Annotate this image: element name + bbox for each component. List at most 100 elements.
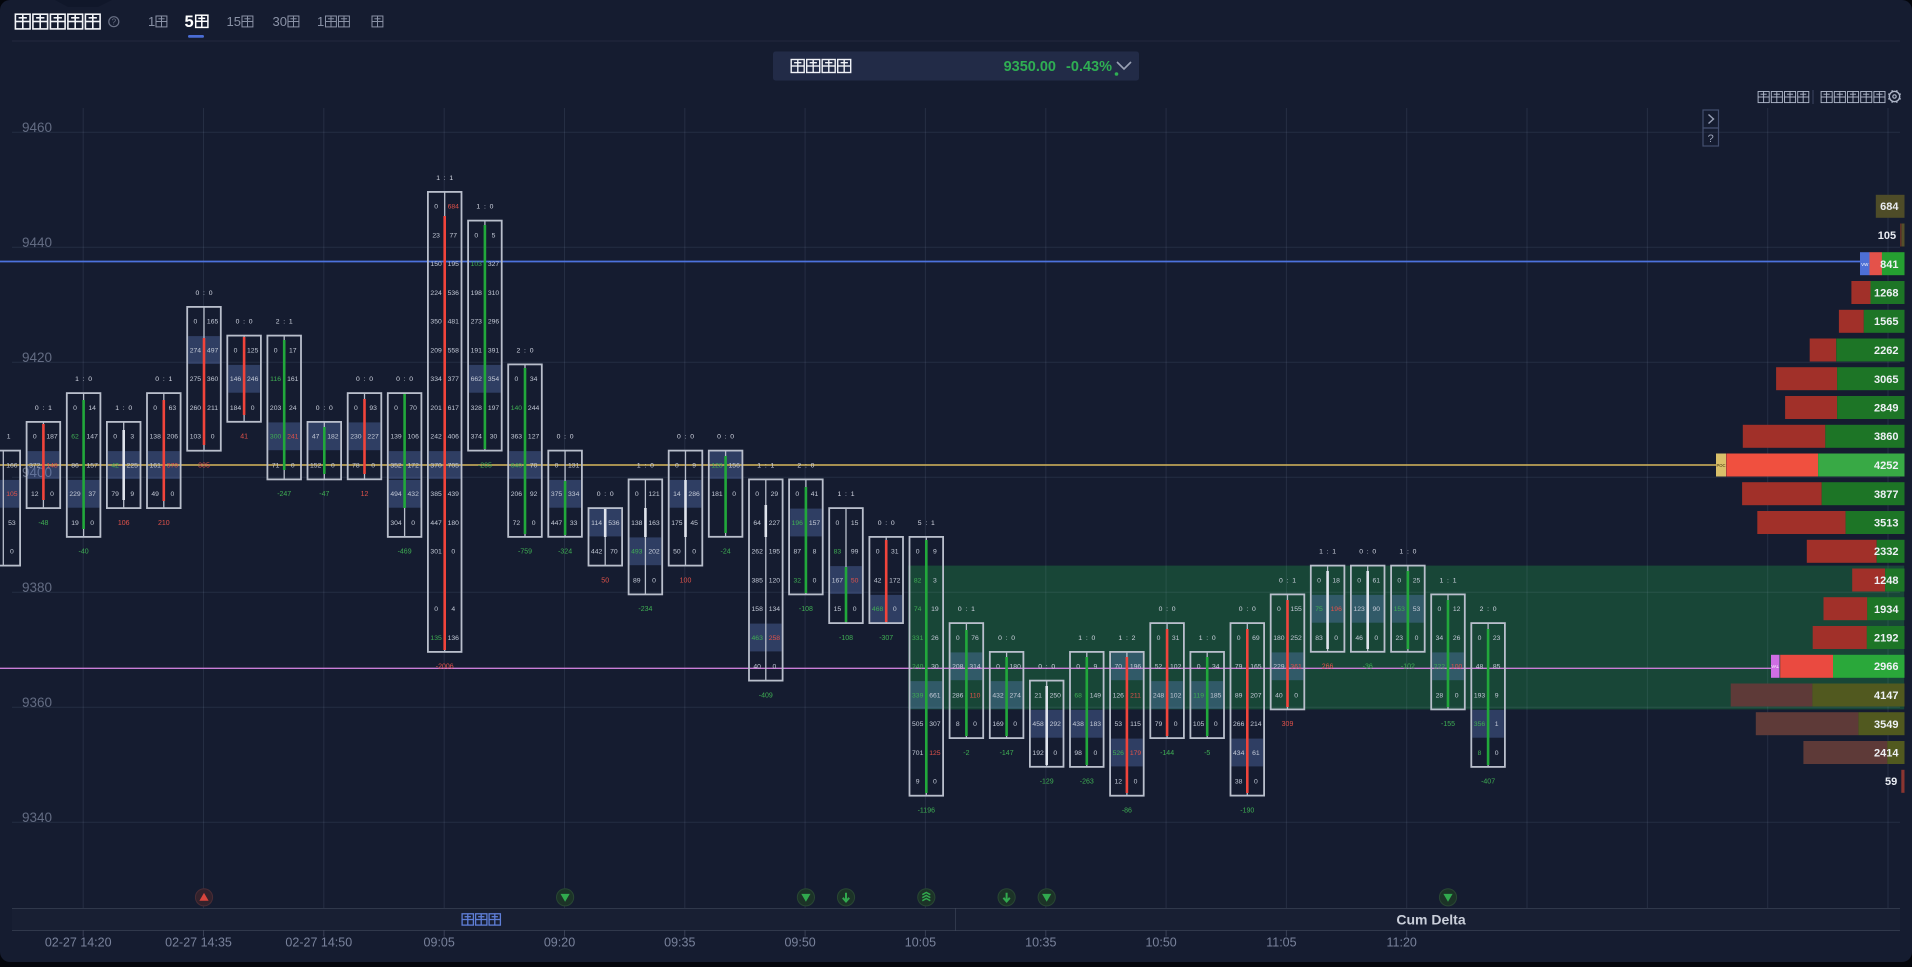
svg-text:102: 102	[1170, 692, 1182, 699]
svg-text:172: 172	[889, 577, 901, 584]
svg-text:0 : 0: 0 : 0	[396, 376, 413, 383]
svg-text:4147: 4147	[1874, 690, 1898, 702]
svg-text:131: 131	[568, 462, 580, 469]
svg-text:77: 77	[450, 232, 458, 239]
svg-text:115: 115	[1130, 721, 1141, 728]
svg-text:53: 53	[1413, 606, 1421, 613]
svg-text:-469: -469	[398, 549, 412, 556]
svg-text:93: 93	[369, 405, 377, 412]
svg-text:224: 224	[430, 290, 442, 297]
svg-text:185: 185	[1210, 692, 1222, 699]
svg-text:0: 0	[1053, 750, 1057, 757]
svg-text:193: 193	[1474, 692, 1486, 699]
svg-text:138: 138	[150, 434, 162, 441]
svg-text:0: 0	[50, 491, 54, 498]
svg-text:497: 497	[207, 347, 219, 354]
svg-text:-144: -144	[1160, 750, 1174, 757]
svg-text:227: 227	[769, 520, 781, 527]
svg-text:458: 458	[1032, 721, 1044, 728]
svg-text:119: 119	[1193, 692, 1204, 699]
svg-text:442: 442	[591, 549, 603, 556]
svg-text:361: 361	[1290, 664, 1302, 671]
svg-text:161: 161	[150, 462, 162, 469]
svg-text:225: 225	[127, 462, 139, 469]
svg-text:0: 0	[1478, 635, 1482, 642]
svg-text:79: 79	[1155, 721, 1163, 728]
svg-text:191: 191	[471, 347, 483, 354]
svg-text:12: 12	[31, 491, 39, 498]
svg-text:53: 53	[8, 520, 16, 527]
svg-text:0: 0	[532, 520, 536, 527]
svg-text:46: 46	[1355, 635, 1363, 642]
svg-text:493: 493	[631, 549, 643, 556]
svg-text:1 : 0: 1 : 0	[115, 405, 132, 412]
svg-text:0: 0	[1157, 635, 1161, 642]
svg-text:31: 31	[891, 549, 899, 556]
svg-text:266: 266	[1233, 721, 1245, 728]
svg-text:9420: 9420	[22, 350, 52, 365]
svg-text:3: 3	[130, 434, 134, 441]
svg-text:339: 339	[912, 692, 924, 699]
svg-text:0: 0	[73, 405, 77, 412]
svg-text:?: ?	[112, 18, 117, 27]
svg-text:300: 300	[270, 434, 282, 441]
svg-text:21: 21	[1034, 692, 1042, 699]
svg-text:26: 26	[1453, 635, 1461, 642]
svg-text:19: 19	[931, 606, 939, 613]
svg-text:262: 262	[752, 549, 764, 556]
svg-text:0: 0	[1357, 577, 1361, 584]
svg-text:125: 125	[929, 750, 941, 757]
svg-text:301: 301	[430, 549, 442, 556]
svg-text:135: 135	[430, 635, 442, 642]
svg-text:0: 0	[113, 434, 117, 441]
svg-text:61: 61	[1373, 577, 1381, 584]
svg-text:2 : 0: 2 : 0	[1480, 606, 1497, 613]
svg-text:9440: 9440	[22, 235, 52, 250]
svg-text:68: 68	[1074, 692, 1082, 699]
svg-text:8: 8	[813, 549, 817, 556]
svg-text:0: 0	[635, 491, 639, 498]
svg-text:207: 207	[1250, 692, 1262, 699]
svg-text:106: 106	[118, 520, 130, 527]
svg-text:-234: -234	[638, 606, 652, 613]
svg-text:79: 79	[1235, 664, 1243, 671]
svg-text:-324: -324	[558, 549, 572, 556]
svg-text:434: 434	[1233, 750, 1245, 757]
svg-text:481: 481	[448, 319, 460, 326]
svg-text:684: 684	[1880, 201, 1899, 213]
svg-text:526: 526	[1113, 750, 1125, 757]
svg-text:0: 0	[1374, 635, 1378, 642]
svg-text:0: 0	[1134, 779, 1138, 786]
svg-text:48: 48	[1476, 664, 1484, 671]
svg-text:41: 41	[240, 434, 248, 441]
svg-text:841: 841	[1880, 259, 1898, 271]
svg-text:0: 0	[853, 606, 857, 613]
svg-text:105: 105	[1193, 721, 1205, 728]
svg-text:0 : 0: 0 : 0	[878, 520, 895, 527]
svg-text:310: 310	[488, 290, 500, 297]
svg-text:0: 0	[555, 462, 559, 469]
svg-text:134: 134	[769, 606, 781, 613]
svg-text:0 : 0: 0 : 0	[316, 405, 333, 412]
svg-text:23: 23	[432, 232, 440, 239]
svg-text:0: 0	[90, 520, 94, 527]
svg-text:701: 701	[912, 750, 924, 757]
svg-text:-1196: -1196	[918, 807, 935, 814]
svg-text:210: 210	[158, 520, 170, 527]
svg-text:38: 38	[1235, 779, 1243, 786]
svg-text:63: 63	[169, 405, 177, 412]
svg-text:-108: -108	[799, 606, 813, 613]
svg-text:10:05: 10:05	[905, 936, 936, 950]
svg-text:195: 195	[769, 549, 781, 556]
svg-text:203: 203	[270, 405, 282, 412]
svg-text:0: 0	[1455, 692, 1459, 699]
svg-text:0: 0	[371, 462, 375, 469]
svg-text:558: 558	[448, 347, 460, 354]
svg-text:-5: -5	[1204, 750, 1210, 757]
svg-text:2414: 2414	[1874, 748, 1899, 760]
svg-text:1 : 1: 1 : 1	[757, 462, 774, 469]
svg-text:89: 89	[633, 577, 641, 584]
svg-text:286: 286	[952, 692, 964, 699]
svg-text:2262: 2262	[1874, 345, 1898, 357]
svg-text:0 : 0: 0 : 0	[677, 434, 694, 441]
